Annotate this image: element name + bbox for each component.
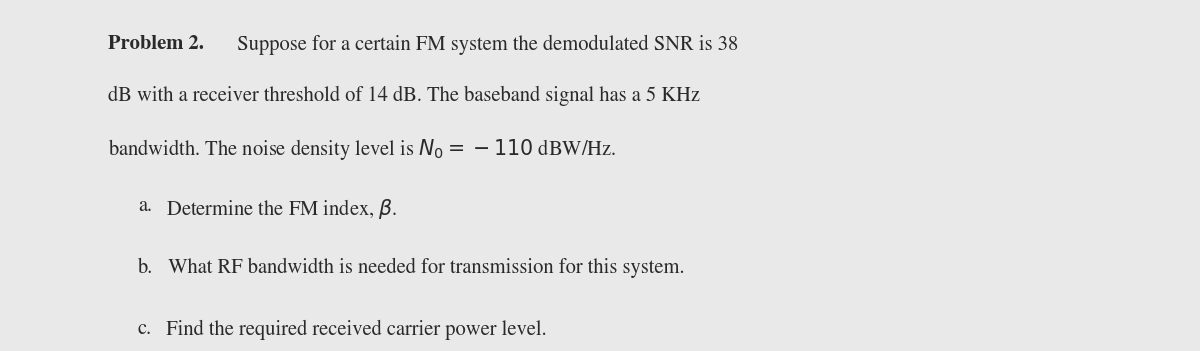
Text: b.: b. [138,258,154,278]
Text: a.: a. [138,197,152,216]
Text: dB with a receiver threshold of 14 dB. The baseband signal has a 5 KHz: dB with a receiver threshold of 14 dB. T… [108,86,700,106]
Text: What RF bandwidth is needed for transmission for this system.: What RF bandwidth is needed for transmis… [157,258,684,278]
Text: Determine the FM index, $\beta$.: Determine the FM index, $\beta$. [156,197,397,220]
Text: Find the required received carrier power level.: Find the required received carrier power… [156,319,547,340]
Text: bandwidth. The noise density level is $N_0 = -110$ dBW/Hz.: bandwidth. The noise density level is $N… [108,137,617,162]
Text: c.: c. [138,319,152,339]
Text: Suppose for a certain FM system the demodulated SNR is 38: Suppose for a certain FM system the demo… [232,35,738,55]
Text: Problem 2.: Problem 2. [108,35,204,53]
